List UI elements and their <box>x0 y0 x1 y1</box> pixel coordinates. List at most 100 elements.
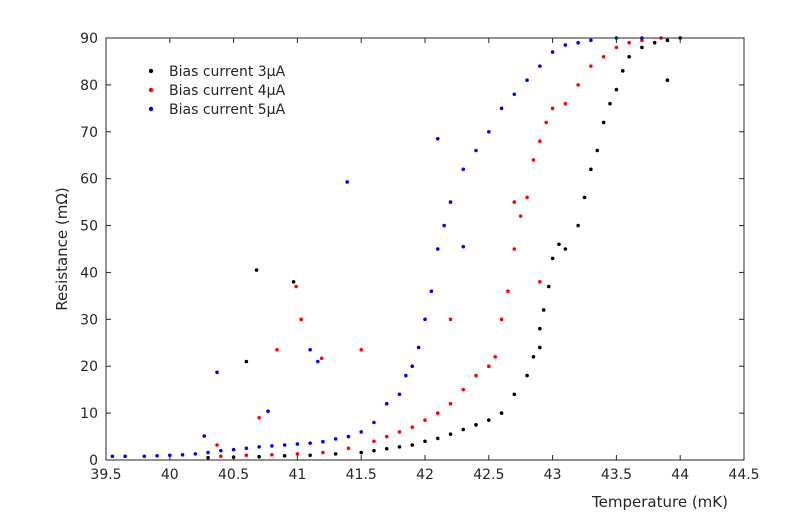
legend-entry-label: Bias current 3μA <box>169 64 286 80</box>
data-point <box>291 280 296 284</box>
data-point <box>257 454 261 459</box>
data-point <box>244 453 249 458</box>
data-point <box>215 443 219 447</box>
data-point <box>546 284 551 289</box>
data-point <box>215 370 219 375</box>
data-point <box>538 345 542 350</box>
data-point <box>423 418 427 422</box>
x-tick-label: 42 <box>416 467 434 483</box>
legend-entry-label: Bias current 4μA <box>169 83 286 99</box>
data-point <box>333 452 338 456</box>
data-point <box>506 289 510 294</box>
data-point <box>589 64 593 68</box>
data-point <box>512 92 517 97</box>
data-point <box>442 223 446 228</box>
data-point <box>308 453 312 458</box>
data-point <box>275 348 279 352</box>
data-point <box>620 69 625 73</box>
data-point <box>576 83 580 87</box>
data-point <box>544 120 549 125</box>
data-point <box>448 200 453 204</box>
y-tick-label: 90 <box>80 31 98 47</box>
data-point <box>231 447 236 452</box>
data-point <box>244 446 249 451</box>
x-tick-label: 41 <box>288 467 306 483</box>
data-point <box>359 450 364 455</box>
x-tick-label: 42.5 <box>473 467 504 483</box>
data-point <box>397 445 402 449</box>
y-tick-label: 60 <box>80 172 98 188</box>
data-point <box>346 434 351 439</box>
data-point <box>461 244 466 249</box>
data-point <box>614 87 619 92</box>
data-point <box>582 195 587 200</box>
data-point <box>206 450 210 455</box>
data-point <box>538 64 542 68</box>
data-point <box>299 317 304 322</box>
data-point <box>493 355 497 359</box>
data-point <box>499 411 504 415</box>
x-tick-label: 44.5 <box>728 467 759 483</box>
data-point <box>435 137 440 141</box>
data-point <box>601 120 606 125</box>
data-point <box>319 356 324 361</box>
data-point <box>423 439 427 444</box>
x-tick-label: 43.5 <box>601 467 632 483</box>
data-point <box>282 443 287 447</box>
data-point <box>308 441 312 445</box>
data-point <box>435 436 440 441</box>
data-point <box>474 373 478 378</box>
data-point <box>518 214 523 218</box>
series-3-points <box>110 36 644 459</box>
data-point <box>295 442 300 446</box>
data-point <box>270 444 274 448</box>
data-point <box>563 43 568 47</box>
data-point <box>155 453 159 458</box>
data-point <box>627 54 631 59</box>
data-point <box>142 454 147 459</box>
data-point <box>180 453 185 457</box>
data-point <box>576 40 580 45</box>
data-point <box>359 430 364 434</box>
data-point <box>308 348 312 352</box>
y-axis-ticks: 0 10 20 30 40 50 60 70 80 90 <box>80 31 744 469</box>
data-point <box>397 392 402 397</box>
data-point <box>123 454 127 459</box>
x-tick-label: 41.5 <box>346 467 377 483</box>
data-point <box>589 167 593 172</box>
data-point <box>550 50 555 54</box>
data-point <box>321 450 325 455</box>
data-point <box>397 430 402 434</box>
data-point <box>282 453 287 458</box>
y-tick-label: 70 <box>80 125 98 141</box>
legend-marker <box>148 87 154 93</box>
data-point <box>423 317 427 322</box>
data-point <box>608 101 612 106</box>
data-point <box>487 418 491 422</box>
data-point <box>295 452 300 456</box>
data-point <box>429 289 434 294</box>
data-point <box>461 427 466 432</box>
y-axis-label: Resistance (mΩ) <box>53 187 71 310</box>
data-point <box>640 45 644 50</box>
data-point <box>550 106 555 111</box>
data-point <box>219 454 223 459</box>
data-point <box>333 437 338 441</box>
data-point <box>384 446 389 451</box>
data-point <box>257 445 261 449</box>
data-point <box>487 129 491 134</box>
data-point <box>359 348 364 352</box>
data-point <box>257 416 261 420</box>
data-point <box>372 420 376 425</box>
data-point <box>266 409 270 414</box>
y-tick-label: 20 <box>80 359 98 375</box>
data-point <box>627 40 631 45</box>
data-point <box>219 448 223 453</box>
data-point <box>448 432 453 437</box>
data-point <box>576 223 580 228</box>
data-point <box>384 401 389 406</box>
data-point <box>202 434 207 438</box>
data-point <box>531 355 536 359</box>
